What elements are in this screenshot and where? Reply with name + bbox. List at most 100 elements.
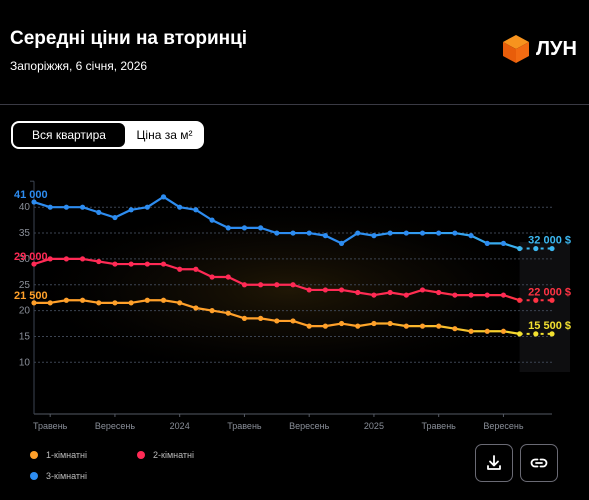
series-start-label: 21 500: [14, 290, 48, 302]
series-point: [306, 323, 312, 329]
legend-label-2-room: 2-кімнатні: [153, 450, 194, 460]
series-point: [79, 204, 86, 210]
series-point: [338, 287, 345, 293]
series-point: [517, 245, 523, 252]
series-point: [371, 320, 377, 327]
series-point: [371, 292, 377, 298]
series-point: [500, 292, 507, 298]
legend-dot-2-room: [137, 451, 145, 459]
legend-label-3-room: 3-кімнатні: [46, 471, 87, 481]
series-point: [96, 209, 102, 215]
header: Середні ціни на вторинці Запоріжжя, 6 сі…: [0, 0, 589, 104]
series-point: [468, 233, 474, 239]
series-point: [177, 266, 183, 272]
series-point: [274, 318, 280, 324]
series-point: [128, 300, 134, 306]
legend-label-1-room: 1-кімнатні: [46, 450, 87, 460]
y-tick-label: 30: [19, 254, 31, 265]
series-point: [371, 233, 377, 239]
series-point: [419, 230, 426, 236]
series-point: [322, 287, 328, 293]
series-point: [290, 230, 296, 236]
series-point: [177, 300, 183, 306]
y-tick-label: 40: [19, 202, 31, 213]
series-point: [274, 230, 280, 236]
series-end-label: 22 000 $: [528, 286, 571, 298]
copy-link-button[interactable]: [520, 444, 558, 482]
legend-dot-3-room: [30, 472, 38, 480]
x-tick-label: Травень: [33, 421, 68, 431]
series-point: [306, 287, 312, 293]
series-point: [128, 207, 134, 213]
series-point: [533, 331, 539, 337]
page-subtitle: Запоріжжя, 6 січня, 2026: [10, 59, 148, 73]
series-point: [484, 240, 490, 246]
x-tick-label: 2025: [364, 421, 384, 431]
series-point: [403, 230, 409, 236]
series-point: [517, 297, 523, 303]
series-point: [258, 282, 264, 288]
y-tick-label: 35: [19, 228, 31, 239]
series-point: [500, 240, 507, 246]
series-point: [452, 326, 458, 332]
series-point: [96, 300, 102, 306]
series-point: [338, 240, 345, 246]
series-point: [436, 289, 442, 296]
series-point: [241, 225, 248, 231]
series-point: [387, 230, 393, 236]
lun-logo[interactable]: ЛУН: [502, 34, 584, 68]
series-point: [338, 320, 345, 327]
series-point: [387, 320, 393, 327]
series-point: [549, 297, 555, 303]
toggle-price-per-sqm[interactable]: Ціна за м²: [136, 128, 193, 142]
series-point: [144, 204, 150, 210]
series-point: [355, 323, 361, 329]
series-point: [419, 323, 426, 329]
series-point: [112, 261, 118, 267]
series-point: [468, 328, 474, 334]
series-point: [306, 230, 312, 236]
series-point: [290, 282, 296, 288]
series-point: [500, 328, 507, 334]
download-button[interactable]: [475, 444, 513, 482]
page-title: Середні ціни на вторинці: [10, 28, 248, 49]
series-point: [225, 225, 231, 231]
price-mode-toggle: Вся квартира Ціна за м²: [11, 121, 204, 149]
series-point: [47, 300, 53, 306]
series-point: [549, 245, 555, 252]
series-point: [290, 318, 296, 324]
x-tick-label: 2024: [170, 421, 190, 431]
chart-glow: [20, 200, 560, 380]
series-start-label: 29 000: [14, 251, 48, 263]
y-tick-label: 25: [19, 280, 31, 291]
series-point: [96, 258, 102, 265]
series-point: [274, 282, 280, 288]
series-point: [193, 305, 199, 311]
toggle-whole-apartment[interactable]: Вся квартира: [13, 123, 125, 147]
series-point: [258, 225, 264, 231]
series-point: [79, 256, 86, 262]
x-tick-label: Вересень: [289, 421, 329, 431]
series-point: [452, 292, 458, 298]
series-point: [144, 297, 150, 303]
series-point: [533, 297, 539, 303]
series-point: [63, 204, 69, 210]
series-point: [241, 315, 248, 321]
download-icon: [487, 455, 501, 470]
header-divider: [0, 104, 589, 105]
x-tick-label: Вересень: [95, 421, 135, 431]
series-point: [258, 315, 264, 321]
series-point: [112, 300, 118, 306]
series-point: [144, 261, 150, 267]
series-end-label: 32 000 $: [528, 235, 571, 247]
legend-dot-1-room: [30, 451, 38, 459]
link-icon: [530, 458, 548, 468]
series-point: [47, 256, 53, 262]
x-tick-label: Травень: [227, 421, 262, 431]
series-point: [533, 245, 539, 252]
series-point: [63, 256, 69, 262]
series-point: [193, 266, 199, 272]
series-point: [160, 297, 167, 303]
y-tick-label: 10: [19, 357, 31, 368]
series-point: [241, 282, 248, 288]
